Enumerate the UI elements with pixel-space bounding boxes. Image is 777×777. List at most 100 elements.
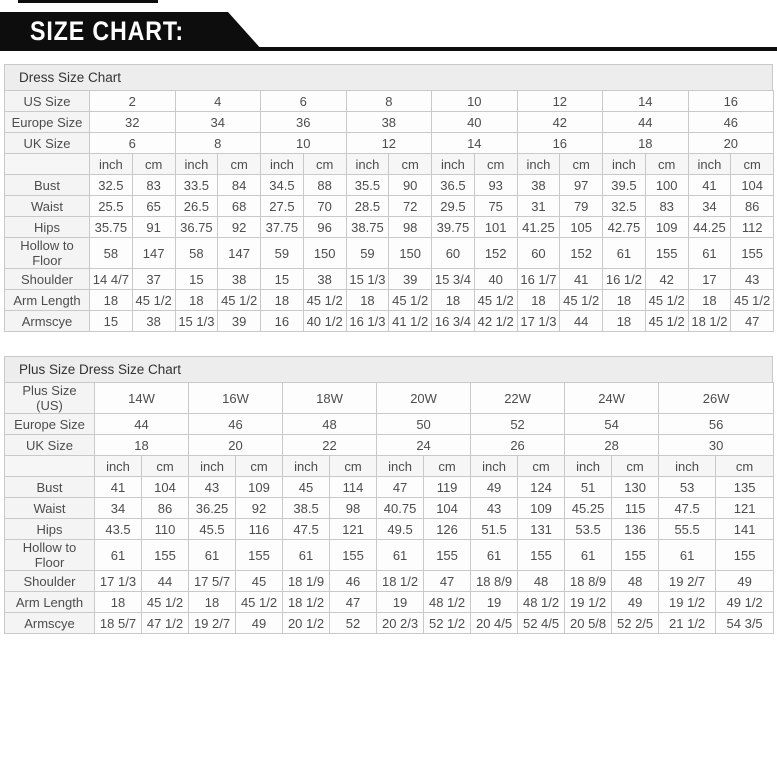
size-cell: 26 — [470, 434, 566, 456]
table-row: Europe Size 44 46 48 50 52 54 56 — [4, 413, 775, 435]
value-cell: 17 1/3 — [516, 310, 561, 332]
value-cell: 20 2/3 — [376, 612, 425, 634]
unit-cell: cm — [423, 455, 472, 477]
unit-cell: inch — [345, 153, 390, 175]
unit-cell: inch — [282, 455, 331, 477]
table-title: Dress Size Chart — [4, 64, 773, 91]
value-cell: 47 — [423, 570, 472, 592]
value-cell: 147 — [131, 237, 176, 269]
size-cell: 14W — [93, 382, 190, 414]
value-cell: 59 — [260, 237, 304, 269]
row-label: Waist — [4, 497, 95, 519]
size-cell: 14 — [602, 90, 689, 112]
size-cell: 16 — [687, 90, 775, 112]
row-label: Arm Length — [4, 591, 95, 613]
value-cell: 155 — [730, 237, 775, 269]
row-label: US Size — [4, 90, 90, 112]
value-cell: 115 — [611, 497, 660, 519]
size-cell: 20 — [188, 434, 284, 456]
size-cell: 48 — [282, 413, 378, 435]
size-cell: 38 — [345, 111, 433, 133]
value-cell: 45 1/2 — [217, 289, 262, 311]
value-cell: 96 — [302, 216, 347, 238]
value-cell: 18 1/9 — [282, 570, 331, 592]
value-cell: 61 — [188, 539, 237, 571]
value-cell: 47 1/2 — [140, 612, 190, 634]
value-cell: 18 — [345, 289, 390, 311]
value-cell: 65 — [131, 195, 176, 217]
size-cell: 22W — [470, 382, 566, 414]
value-cell: 19 2/7 — [658, 570, 717, 592]
table-row: Hips 43.5 110 45.5 116 47.5 121 49.5 126 51.5 131 5… — [4, 518, 775, 540]
plus-size-table-mount: Plus Size (US) 14W 16W 18W 20W 22W 24W 26W Europ… — [4, 382, 775, 634]
value-cell: 155 — [644, 237, 689, 269]
value-cell: 48 — [611, 570, 660, 592]
value-cell: 48 1/2 — [517, 591, 566, 613]
value-cell: 42 — [644, 268, 689, 290]
value-cell: 40.75 — [376, 497, 425, 519]
value-cell: 45 1/2 — [388, 289, 433, 311]
row-label: UK Size — [4, 132, 90, 154]
table-row: inch cm inch cm inch cm inch cm inch cm inch cm inch… — [4, 153, 775, 175]
top-strip — [18, 0, 158, 3]
value-cell: 18 8/9 — [564, 570, 613, 592]
value-cell: 61 — [658, 539, 717, 571]
value-cell: 47 — [329, 591, 378, 613]
value-cell: 26.5 — [174, 195, 219, 217]
value-cell: 51.5 — [470, 518, 519, 540]
size-cell: 44 — [93, 413, 190, 435]
value-cell: 61 — [470, 539, 519, 571]
size-cell: 10 — [260, 132, 347, 154]
value-cell: 141 — [715, 518, 775, 540]
value-cell: 152 — [559, 237, 604, 269]
row-label: Hollow to Floor — [4, 237, 90, 269]
size-cell: 14 — [431, 132, 518, 154]
row-label: Hips — [4, 518, 95, 540]
value-cell: 86 — [140, 497, 190, 519]
unit-cell: inch — [260, 153, 304, 175]
value-cell: 155 — [423, 539, 472, 571]
value-cell: 49 1/2 — [715, 591, 775, 613]
value-cell: 91 — [131, 216, 176, 238]
table-row: Shoulder 17 1/3 44 17 5/7 45 18 1/9 46 18 1/2 47… — [4, 570, 775, 592]
value-cell: 44.25 — [687, 216, 732, 238]
value-cell: 150 — [302, 237, 347, 269]
size-cell: 16 — [516, 132, 604, 154]
table-row: Armscye 15 38 15 1/3 39 16 40 1/2 16 1/3 41 1/2 1… — [4, 310, 775, 332]
value-cell: 59 — [345, 237, 390, 269]
value-cell: 44 — [140, 570, 190, 592]
table-row: Bust 32.5 83 33.5 84 34.5 88 35.5 90 36.5 93 38 97 39… — [4, 174, 775, 196]
value-cell: 18 — [431, 289, 475, 311]
unit-cell: cm — [140, 455, 190, 477]
value-cell: 19 1/2 — [658, 591, 717, 613]
size-table: Plus Size (US) 14W 16W 18W 20W 22W 24W 26W Europ… — [4, 382, 775, 634]
value-cell: 48 1/2 — [423, 591, 472, 613]
value-cell: 15 — [260, 268, 304, 290]
size-cell: 36 — [260, 111, 347, 133]
value-cell: 136 — [611, 518, 660, 540]
row-label: Shoulder — [4, 268, 90, 290]
value-cell: 47.5 — [282, 518, 331, 540]
unit-cell: cm — [473, 153, 518, 175]
value-cell: 15 1/3 — [174, 310, 219, 332]
value-cell: 88 — [302, 174, 347, 196]
size-cell: 2 — [89, 90, 176, 112]
value-cell: 121 — [329, 518, 378, 540]
size-cell: 32 — [89, 111, 176, 133]
value-cell: 104 — [423, 497, 472, 519]
size-cell: 12 — [345, 132, 433, 154]
value-cell: 109 — [235, 476, 284, 498]
table-row: Arm Length 18 45 1/2 18 45 1/2 18 1/2 47 19 48 1… — [4, 591, 775, 613]
value-cell: 36.25 — [188, 497, 237, 519]
unit-cell: cm — [644, 153, 689, 175]
size-cell: 8 — [174, 132, 262, 154]
banner-title: SIZE CHART: — [30, 15, 184, 46]
size-cell: 18 — [602, 132, 689, 154]
value-cell: 54 3/5 — [715, 612, 775, 634]
value-cell: 15 — [89, 310, 133, 332]
size-cell: 46 — [188, 413, 284, 435]
unit-cell: inch — [431, 153, 475, 175]
table-row: Hips 35.75 91 36.75 92 37.75 96 38.75 98 39.75 101… — [4, 216, 775, 238]
value-cell: 61 — [687, 237, 732, 269]
value-cell: 34 — [687, 195, 732, 217]
